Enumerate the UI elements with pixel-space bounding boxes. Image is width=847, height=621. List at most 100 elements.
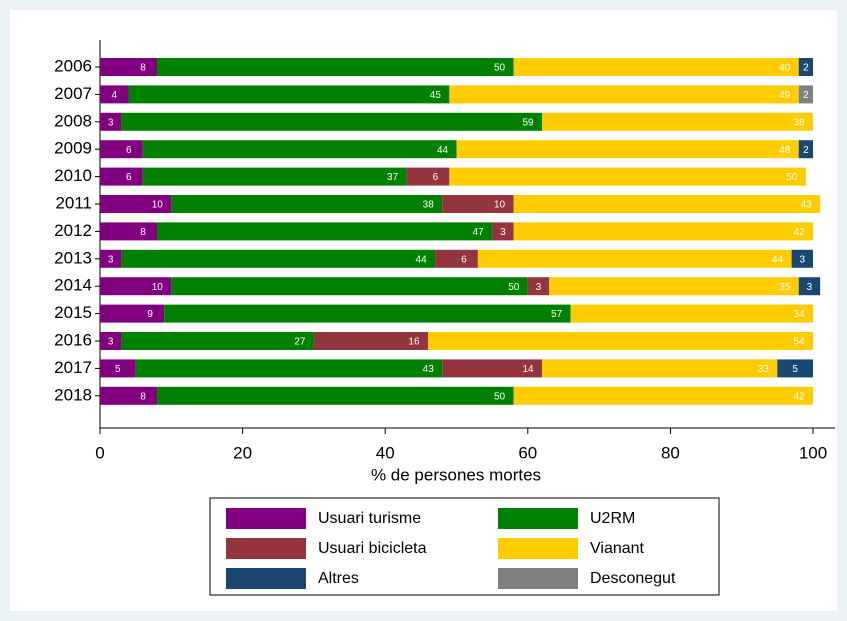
value-label: 45 (430, 90, 442, 101)
bar-segment (313, 332, 428, 350)
bar-segment (100, 85, 129, 104)
value-label: 50 (494, 63, 506, 74)
bar-segment (121, 249, 436, 268)
bar-segment (492, 222, 514, 241)
value-label: 3 (108, 337, 114, 348)
value-label: 14 (522, 364, 534, 375)
bar-segment (527, 277, 550, 296)
value-label: 3 (108, 117, 114, 128)
bar-segment (549, 277, 799, 296)
value-label: 38 (423, 200, 435, 211)
bar-segment (142, 140, 457, 159)
y-tick-label: 2007 (54, 84, 92, 103)
value-label: 42 (793, 391, 805, 402)
x-tick-label: 80 (661, 443, 680, 462)
bar-segment (128, 85, 450, 104)
value-label: 10 (152, 200, 164, 211)
value-label: 8 (140, 227, 146, 238)
value-label: 40 (779, 63, 791, 74)
y-tick-label: 2009 (54, 139, 92, 158)
legend-label: Usuari turisme (318, 510, 421, 527)
bar-segment (513, 386, 813, 405)
y-tick-label: 2016 (54, 330, 92, 349)
y-tick-label: 2012 (54, 221, 92, 240)
bar-segment (798, 140, 813, 159)
value-label: 49 (779, 90, 791, 101)
bar-segment (100, 359, 136, 378)
legend-label: Desconegut (590, 570, 676, 587)
bar-segment (442, 359, 543, 378)
bar-segment (100, 140, 143, 159)
bar-segment (100, 195, 172, 213)
bar-segment (449, 85, 799, 104)
bar-segment (171, 277, 528, 296)
value-label: 16 (408, 337, 420, 348)
bar-segment (513, 195, 821, 213)
x-tick-label: 100 (799, 443, 827, 462)
bar-segment (456, 140, 799, 159)
value-label: 9 (147, 309, 153, 320)
value-label: 6 (126, 172, 132, 183)
legend-swatch (226, 538, 306, 559)
x-tick-label: 0 (95, 443, 104, 462)
value-label: 44 (772, 254, 784, 265)
bar-segment (157, 58, 514, 76)
legend-swatch (498, 568, 578, 589)
bar-segment (435, 249, 478, 268)
bar-segment (164, 304, 571, 323)
y-tick-label: 2008 (54, 111, 92, 130)
bar-segment (798, 277, 821, 296)
legend-swatch (226, 568, 306, 589)
value-label: 50 (786, 172, 798, 183)
value-label: 27 (294, 337, 306, 348)
bar-segment (798, 85, 813, 104)
legend-swatch (226, 508, 306, 529)
value-label: 42 (793, 227, 805, 238)
value-label: 3 (800, 254, 806, 265)
value-label: 38 (793, 117, 805, 128)
y-tick-label: 2013 (54, 248, 92, 267)
value-label: 10 (152, 282, 164, 293)
value-label: 35 (779, 282, 791, 293)
y-tick-label: 2014 (54, 276, 92, 295)
value-label: 2 (803, 63, 809, 74)
value-label: 37 (387, 172, 399, 183)
bar-segment (100, 222, 158, 241)
bar-segment (157, 222, 493, 241)
value-label: 44 (416, 254, 428, 265)
value-label: 8 (140, 391, 146, 402)
bar-segment (100, 58, 158, 76)
value-label: 57 (551, 309, 563, 320)
y-tick-label: 2011 (55, 193, 92, 212)
value-label: 54 (793, 337, 805, 348)
value-label: 59 (522, 117, 534, 128)
value-label: 5 (115, 364, 121, 375)
bar-segment (791, 249, 813, 268)
value-label: 48 (779, 145, 791, 156)
bar-segment (100, 277, 172, 296)
bar-segment (542, 359, 778, 378)
bar-segment (513, 58, 799, 76)
bar-segment (100, 167, 143, 186)
value-label: 44 (437, 145, 449, 156)
legend-swatch (498, 538, 578, 559)
bar-segment (100, 112, 122, 131)
bar-segment (442, 195, 514, 213)
value-label: 50 (494, 391, 506, 402)
bar-segment (100, 332, 122, 350)
x-axis-label: % de persones mortes (371, 465, 541, 484)
bar-segment (171, 195, 443, 213)
bar-segment (542, 112, 813, 131)
value-label: 3 (536, 282, 542, 293)
legend-label: Vianant (590, 540, 645, 557)
value-label: 6 (126, 145, 132, 156)
value-label: 2 (803, 145, 809, 156)
value-label: 47 (473, 227, 485, 238)
bar-segment (570, 304, 813, 323)
legend-label: U2RM (590, 510, 635, 527)
y-tick-label: 2010 (54, 166, 92, 185)
bar-segment (100, 386, 158, 405)
value-label: 34 (793, 309, 805, 320)
bar-segment (513, 222, 813, 241)
